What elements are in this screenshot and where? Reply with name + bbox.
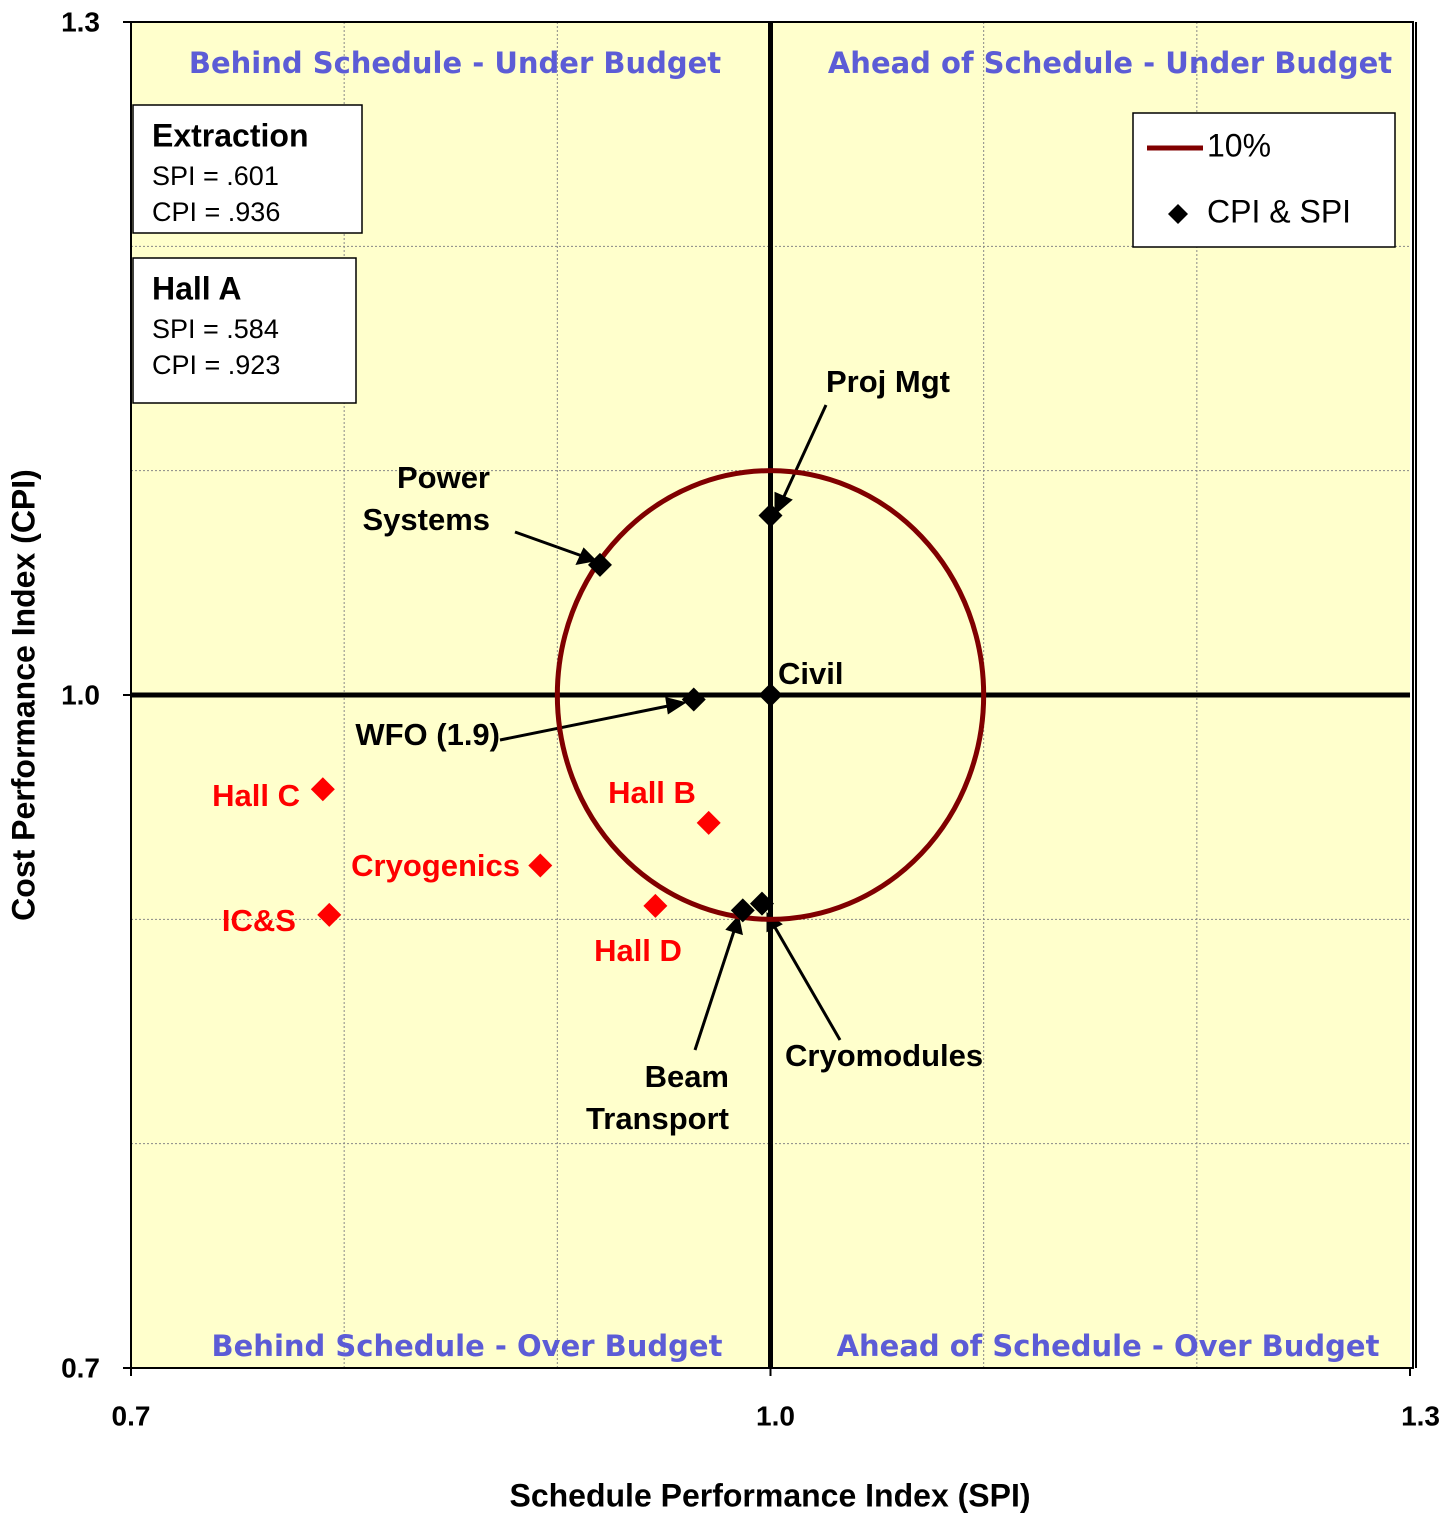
quadrant-label: Ahead of Schedule - Under Budget (828, 46, 1392, 80)
arrowhead (665, 696, 687, 715)
point (730, 898, 755, 923)
point-label: Hall D (594, 933, 682, 968)
point (587, 552, 612, 577)
info-line: SPI = .584 (152, 314, 279, 344)
arrow (771, 923, 842, 1041)
x-tick-label: 0.7 (112, 1400, 151, 1431)
quadrant-label: Ahead of Schedule - Over Budget (837, 1329, 1380, 1363)
legend-swatch (1168, 204, 1188, 224)
legend-frame (1132, 112, 1396, 248)
point-label: Hall C (212, 778, 300, 813)
point (317, 902, 342, 927)
info-line: CPI = .923 (152, 350, 280, 380)
info-box: Hall A SPI = .584 CPI = .923 (132, 257, 357, 404)
point-label: Civil (778, 656, 843, 691)
point-label: Cryogenics (351, 848, 520, 883)
point (758, 503, 783, 528)
x-axis-title: Schedule Performance Index (SPI) (509, 1477, 1030, 1513)
point-label: Power Systems (362, 460, 490, 537)
info-title: Extraction (152, 117, 308, 153)
point (681, 687, 706, 712)
point (643, 893, 668, 918)
y-tick-label: 0.7 (61, 1352, 100, 1383)
arrows (499, 404, 842, 1051)
point (749, 891, 774, 916)
arrow (693, 927, 737, 1051)
point-label: WFO (1.9) (355, 717, 500, 752)
y-tick-label: 1.3 (61, 6, 100, 37)
y-tick-label: 1.0 (61, 679, 100, 710)
point-label: Cryomodules (785, 1038, 983, 1073)
arrow (779, 404, 828, 504)
quadrant-label: Behind Schedule - Over Budget (212, 1329, 723, 1363)
y-axis-title: Cost Performance Index (CPI) (5, 469, 41, 921)
info-title: Hall A (152, 270, 242, 306)
info-box-frame (132, 257, 357, 404)
info-line: CPI = .936 (152, 197, 280, 227)
arrowhead (575, 547, 598, 566)
point-label: Proj Mgt (826, 364, 950, 399)
quadrant-labels: Behind Schedule - Under Budget Ahead of … (189, 46, 1392, 1363)
info-box: Extraction SPI = .601 CPI = .936 (132, 104, 363, 234)
x-tick-label: 1.3 (1401, 1400, 1440, 1431)
point (310, 777, 335, 802)
quadrant-label: Behind Schedule - Under Budget (189, 46, 721, 80)
arrow (499, 703, 674, 742)
legend-label: 10% (1207, 127, 1271, 163)
arrowhead (725, 914, 743, 936)
point-label: IC&S (222, 903, 296, 938)
x-tick-label: 1.0 (756, 1400, 795, 1431)
point (696, 810, 721, 835)
point-label: Beam Transport (586, 1059, 729, 1136)
legend: 10% CPI & SPI (1132, 112, 1396, 248)
info-line: SPI = .601 (152, 161, 279, 191)
info-box-frame (132, 104, 363, 234)
legend-label: CPI & SPI (1207, 193, 1351, 229)
circle-line (554, 468, 987, 922)
point-label: Hall B (608, 775, 696, 810)
point (528, 853, 553, 878)
arrow (514, 530, 586, 559)
point (758, 683, 783, 707)
arrowhead (774, 491, 793, 516)
